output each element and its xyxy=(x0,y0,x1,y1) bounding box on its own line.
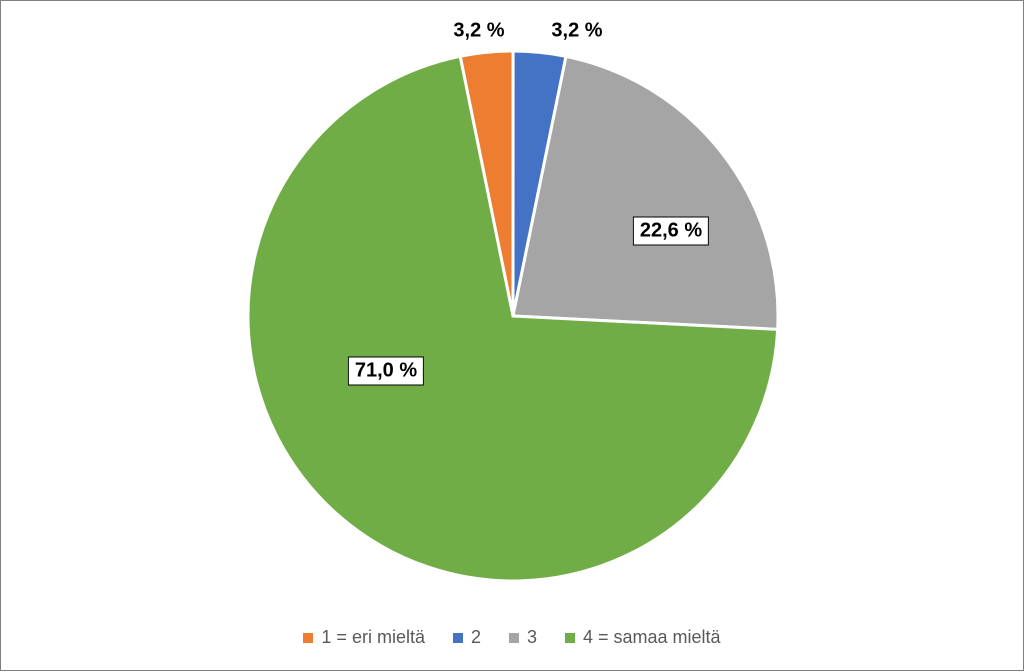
slice-label-4: 71,0 % xyxy=(348,357,424,386)
legend-swatch-4 xyxy=(565,633,575,643)
legend: 1 = eri mieltä 2 3 4 = samaa mieltä xyxy=(1,627,1023,648)
slice-label-2: 3,2 % xyxy=(551,20,602,43)
legend-text-2: 2 xyxy=(471,627,481,648)
legend-item-4: 4 = samaa mieltä xyxy=(565,627,721,648)
legend-item-1: 1 = eri mieltä xyxy=(303,627,425,648)
legend-text-3: 3 xyxy=(527,627,537,648)
pie-chart-svg xyxy=(1,1,1024,672)
legend-item-2: 2 xyxy=(453,627,481,648)
legend-text-1: 1 = eri mieltä xyxy=(321,627,425,648)
slice-label-1: 3,2 % xyxy=(453,20,504,43)
legend-item-3: 3 xyxy=(509,627,537,648)
pie-chart-container: 3,2 % 3,2 % 22,6 % 71,0 % 1 = eri mieltä… xyxy=(0,0,1024,671)
legend-swatch-2 xyxy=(453,633,463,643)
legend-text-4: 4 = samaa mieltä xyxy=(583,627,721,648)
legend-swatch-1 xyxy=(303,633,313,643)
legend-swatch-3 xyxy=(509,633,519,643)
slice-label-3: 22,6 % xyxy=(633,217,709,246)
